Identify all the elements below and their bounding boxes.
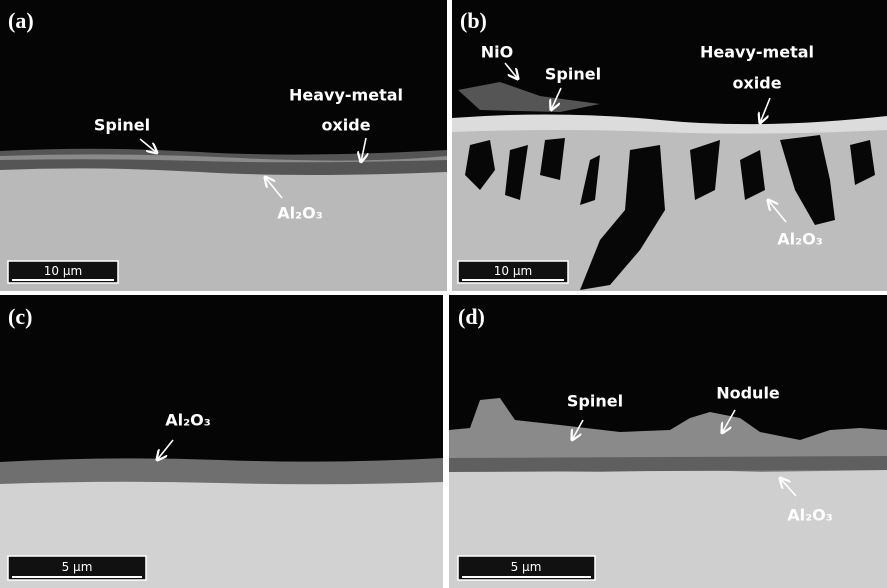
scale-bar-label: 5 μm — [62, 560, 93, 574]
annotation: Heavy-metal — [289, 86, 403, 105]
panel-b: (b) NiO Spinel Heavy-metal oxide Al₂O₃ 1… — [452, 0, 887, 291]
annotation: NiO — [481, 43, 513, 62]
panel-a: (a) Spinel Heavy-metal oxide Al₂O₃ 10 μm — [0, 0, 447, 291]
page: {"panels": [ {"label": "(a)", "annotatio… — [0, 0, 887, 588]
figure: (a) Spinel Heavy-metal oxide Al₂O₃ 10 μm… — [0, 0, 887, 588]
annotation: oxide — [732, 74, 781, 93]
panel-d: (d) Spinel Nodule Al₂O₃ 5 μm — [449, 295, 887, 588]
panel-label: (b) — [460, 8, 487, 33]
annotation: Heavy-metal — [700, 43, 814, 62]
annotation: oxide — [321, 116, 370, 135]
annotation: Nodule — [716, 384, 780, 403]
annotation: Spinel — [545, 65, 601, 84]
annotation: Al₂O₃ — [165, 411, 210, 430]
annotation: Al₂O₃ — [777, 230, 822, 249]
annotation: Spinel — [567, 392, 623, 411]
oxide-layer — [0, 458, 443, 484]
annotation: Al₂O₃ — [787, 506, 832, 525]
annotation: Spinel — [94, 116, 150, 135]
panel-label: (a) — [8, 8, 34, 33]
scale-bar-label: 5 μm — [511, 560, 542, 574]
oxide-layer — [449, 456, 887, 472]
scale-bar-label: 10 μm — [44, 264, 82, 278]
scale-bar-label: 10 μm — [494, 264, 532, 278]
annotation: Al₂O₃ — [277, 204, 322, 223]
panel-label: (d) — [458, 304, 485, 329]
panel-label: (c) — [8, 304, 32, 329]
panel-c: (c) Al₂O₃ 5 μm — [0, 295, 443, 588]
